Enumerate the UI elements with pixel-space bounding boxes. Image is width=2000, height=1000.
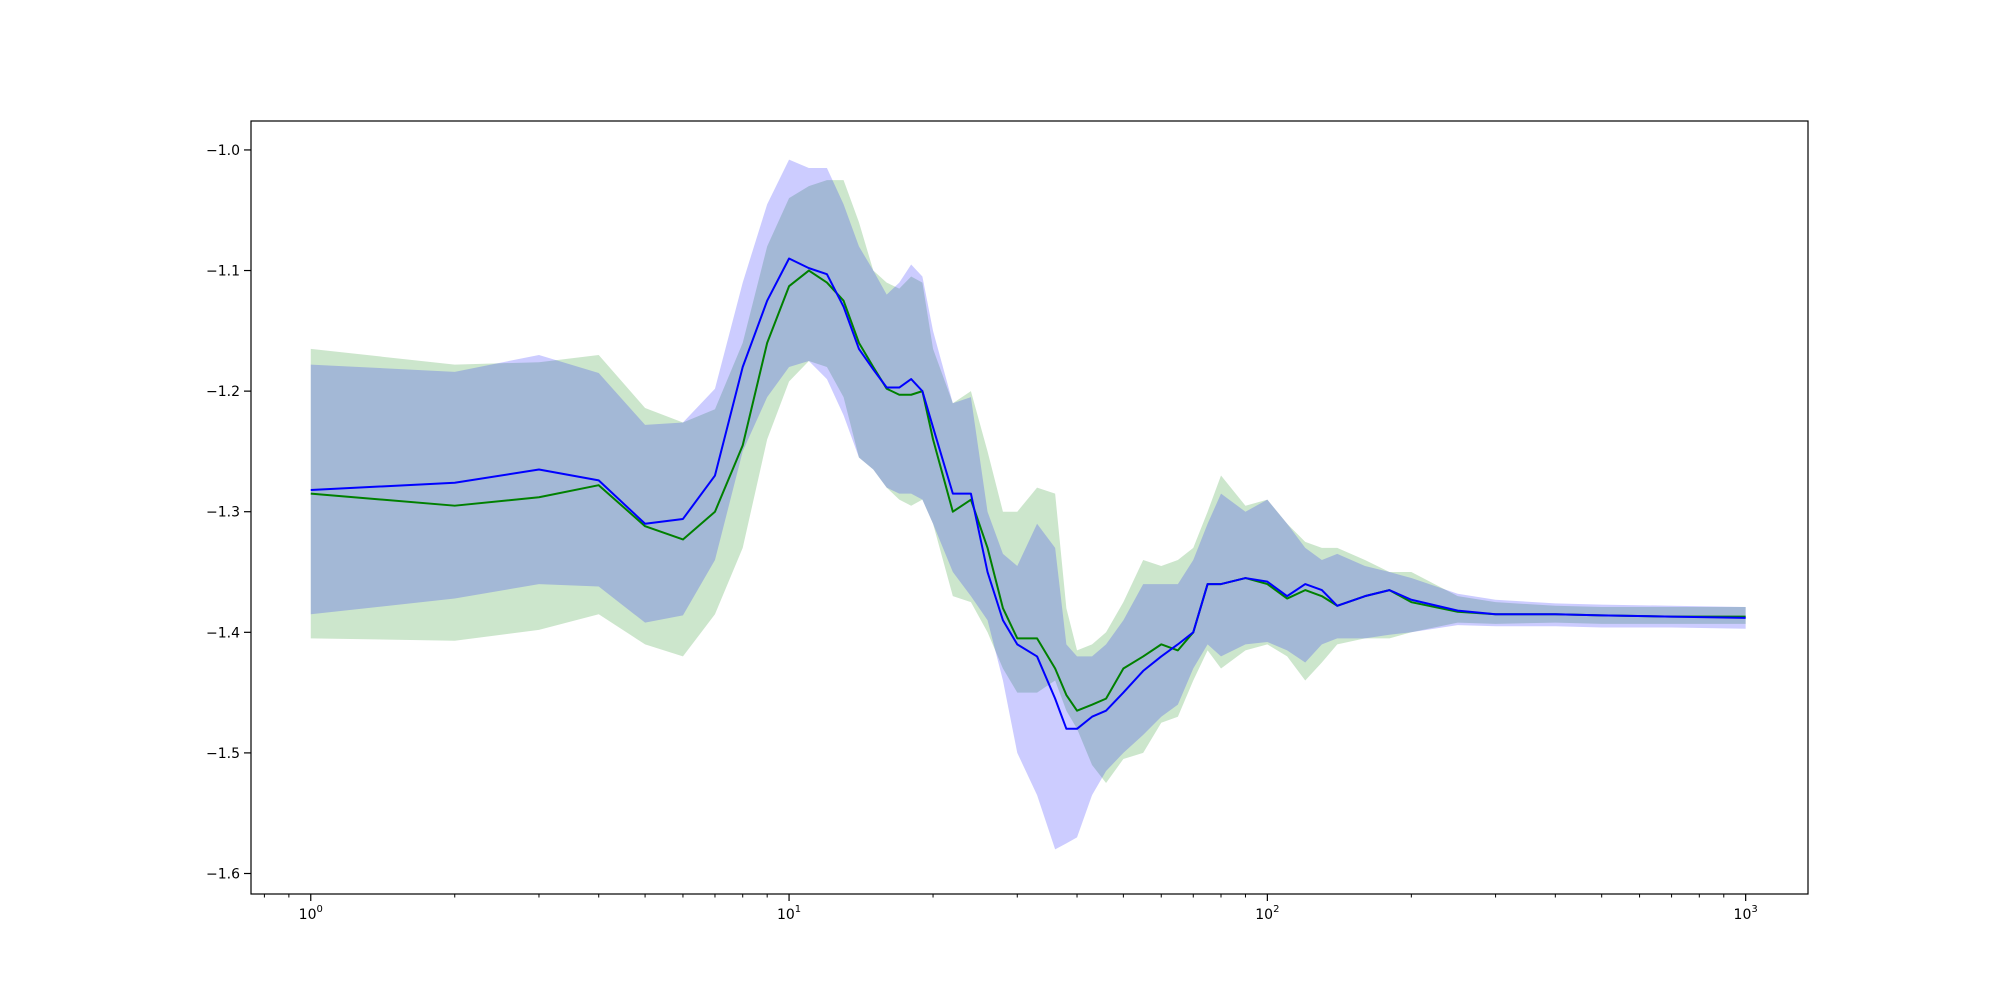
- x-axis: 100 101 102 103: [263, 894, 1758, 923]
- confidence-bands: [310, 159, 1746, 850]
- x-tick-label: 100: [299, 904, 323, 923]
- y-tick-label: −1.2: [206, 384, 240, 400]
- series-2-line: [310, 257, 1746, 730]
- y-tick-label: −1.4: [206, 625, 240, 641]
- y-axis: −1.0 −1.1 −1.2 −1.3 −1.4 −1.5 −1.6: [206, 143, 251, 882]
- series-1-band: [310, 180, 1746, 784]
- x-tick-label: 102: [1255, 904, 1279, 923]
- plot-frame: [250, 120, 1809, 895]
- series-2-band: [310, 159, 1746, 850]
- y-tick-label: −1.3: [206, 505, 240, 521]
- series-lines: [310, 257, 1746, 730]
- y-tick-label: −1.5: [206, 746, 240, 762]
- y-tick-label: −1.1: [206, 264, 240, 280]
- y-tick-label: −1.0: [206, 143, 240, 159]
- x-tick-label: 101: [777, 904, 801, 923]
- y-tick-label: −1.6: [206, 866, 240, 882]
- x-tick-label: 103: [1734, 904, 1758, 923]
